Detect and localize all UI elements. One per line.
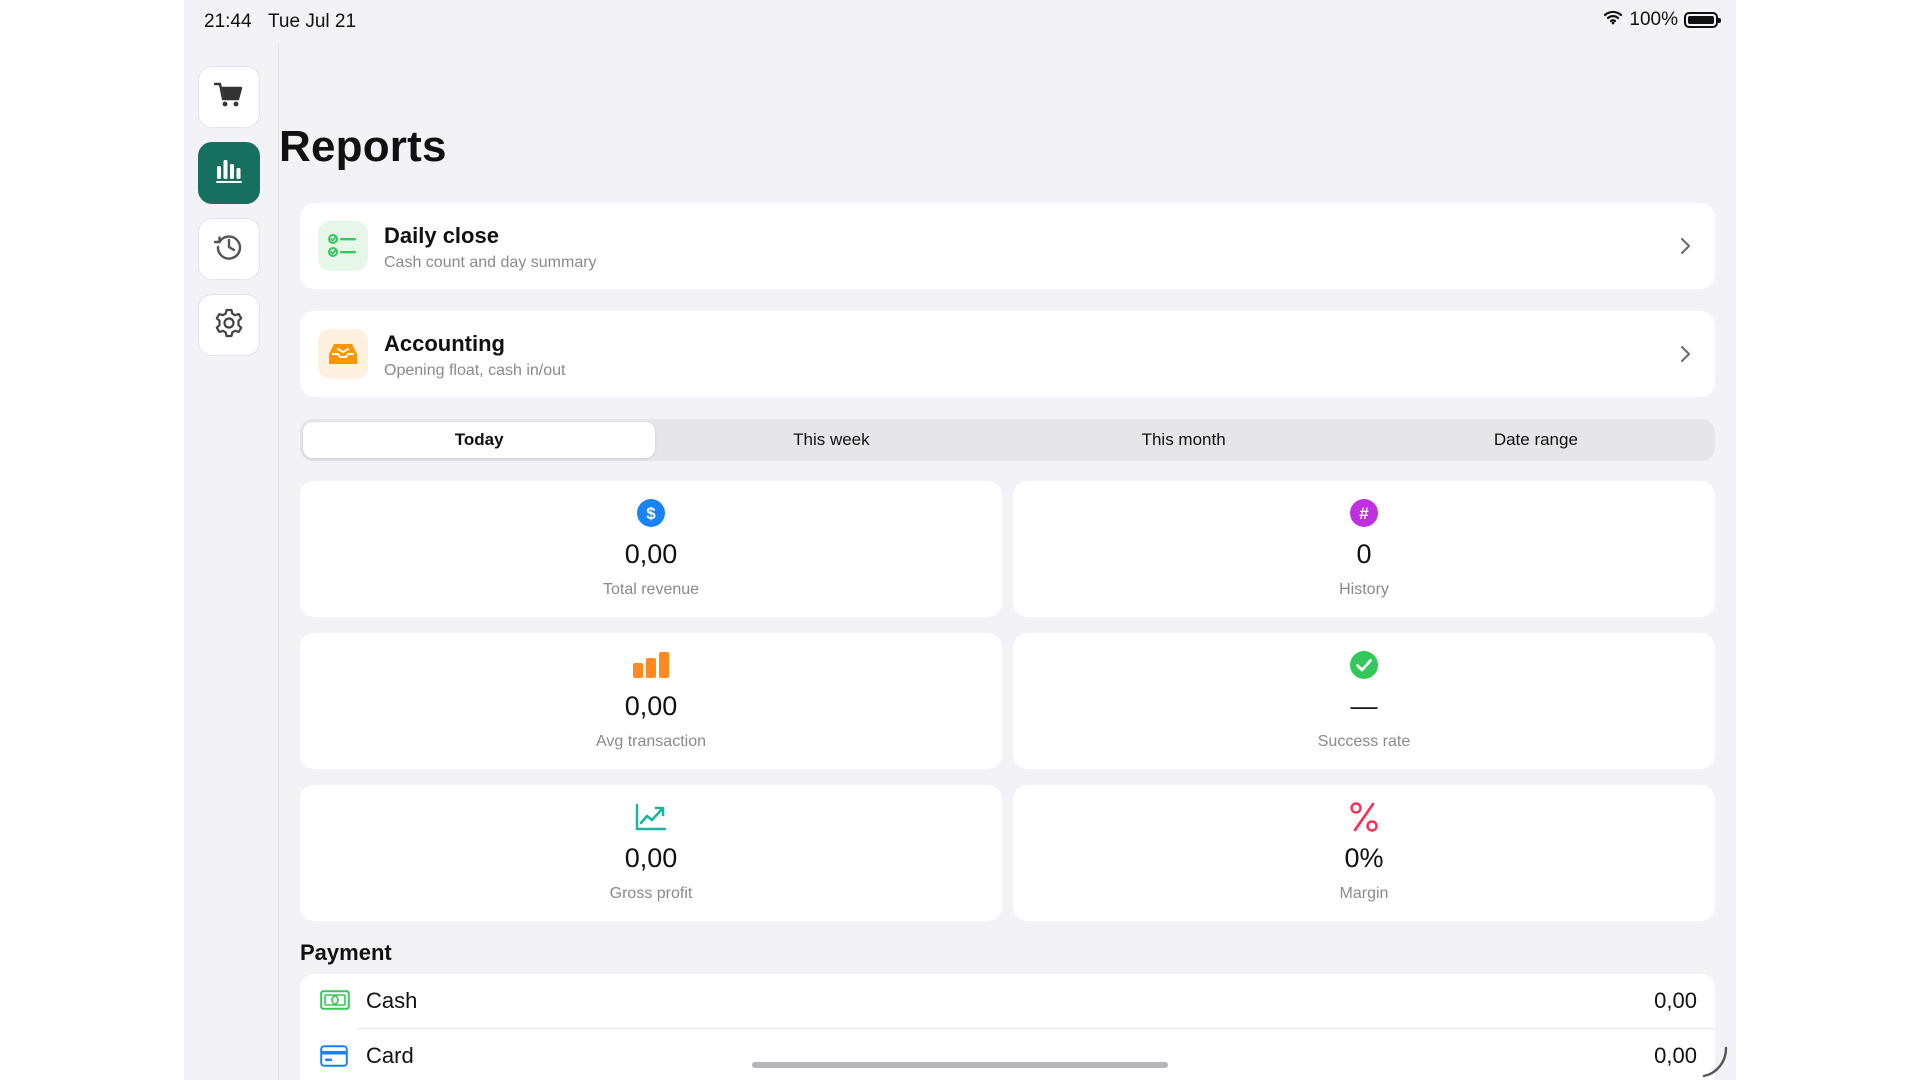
stat-value: 0% xyxy=(1344,843,1384,873)
main-content: Reports Daily close Cash count and day s… xyxy=(279,42,1736,1080)
history-icon xyxy=(213,231,245,268)
battery-percent: 100% xyxy=(1629,9,1678,30)
stat-label: History xyxy=(1339,581,1389,598)
sidebar xyxy=(184,42,278,1080)
tab-this-week[interactable]: This week xyxy=(793,430,870,449)
stat-value: — xyxy=(1350,691,1378,721)
tray-icon xyxy=(318,329,368,379)
daily-close-title: Daily close xyxy=(384,223,499,248)
stat-value: 0,00 xyxy=(624,843,678,873)
dollar-icon: $ xyxy=(636,498,666,533)
banknote-icon xyxy=(320,990,350,1015)
payment-value: 0,00 xyxy=(1654,988,1697,1013)
scroll-corner-arc xyxy=(1700,1040,1736,1080)
accounting-subtitle: Opening float, cash in/out xyxy=(384,362,566,379)
status-date: Tue Jul 21 xyxy=(268,11,357,32)
stat-margin: 0% Margin xyxy=(1013,785,1715,921)
stat-label: Avg transaction xyxy=(596,733,706,750)
page-title: Reports xyxy=(279,122,447,171)
sidebar-divider xyxy=(278,42,279,1080)
daily-close-card[interactable]: Daily close Cash count and day summary xyxy=(300,203,1715,289)
gear-icon xyxy=(213,307,245,344)
wifi-icon xyxy=(1603,9,1623,31)
payment-value: 0,00 xyxy=(1654,1043,1697,1068)
sidebar-item-reports[interactable] xyxy=(198,142,260,204)
sidebar-item-history[interactable] xyxy=(198,218,260,280)
payment-heading: Payment xyxy=(300,940,392,965)
stat-label: Total revenue xyxy=(602,581,700,598)
payment-row-cash[interactable]: Cash 0,00 xyxy=(300,974,1715,1029)
status-right: 100% xyxy=(1603,9,1721,31)
status-bar: 21:44 Tue Jul 21 100% xyxy=(184,0,1736,42)
battery-icon xyxy=(1684,12,1721,28)
cart-icon xyxy=(213,81,245,114)
accounting-title: Accounting xyxy=(384,331,505,356)
stat-avg-transaction: 0,00 Avg transaction xyxy=(300,633,1002,769)
check-circle-icon xyxy=(1349,650,1379,685)
chevron-right-icon xyxy=(1679,345,1691,368)
stat-value: 0,00 xyxy=(624,691,678,721)
stat-total-revenue: $ 0,00 Total revenue xyxy=(300,481,1002,617)
svg-text:$: $ xyxy=(646,504,656,523)
tab-this-month[interactable]: This month xyxy=(1141,430,1226,449)
sidebar-item-cart[interactable] xyxy=(198,66,260,128)
status-time: 21:44 xyxy=(204,11,252,32)
percent-icon xyxy=(1350,801,1378,837)
stat-label: Margin xyxy=(1339,885,1389,902)
stat-label: Success rate xyxy=(1317,733,1411,750)
chevron-right-icon xyxy=(1679,237,1691,260)
stat-value: 0 xyxy=(1356,539,1372,569)
daily-close-subtitle: Cash count and day summary xyxy=(384,254,597,271)
ipad-screen: 21:44 Tue Jul 21 100% xyxy=(184,0,1736,1080)
bar-chart-icon xyxy=(214,158,244,189)
row-divider xyxy=(358,1028,1715,1029)
payment-name: Cash xyxy=(366,988,418,1013)
checklist-icon xyxy=(318,221,368,271)
tab-date-range[interactable]: Date range xyxy=(1493,430,1578,449)
hash-icon: # xyxy=(1349,498,1379,533)
stat-success-rate: — Success rate xyxy=(1013,633,1715,769)
tab-today[interactable]: Today xyxy=(303,422,656,458)
payment-name: Card xyxy=(366,1043,414,1068)
stat-history: # 0 History xyxy=(1013,481,1715,617)
payment-row-card[interactable]: Card 0,00 xyxy=(300,1029,1715,1080)
trend-up-icon xyxy=(635,803,667,836)
period-segmented-control: Today This week This month Date range xyxy=(300,419,1715,461)
stat-value: 0,00 xyxy=(624,539,678,569)
stat-gross-profit: 0,00 Gross profit xyxy=(300,785,1002,921)
stat-label: Gross profit xyxy=(609,885,693,902)
home-indicator[interactable] xyxy=(752,1062,1168,1068)
accounting-card[interactable]: Accounting Opening float, cash in/out xyxy=(300,311,1715,397)
sidebar-item-settings[interactable] xyxy=(198,294,260,356)
svg-text:#: # xyxy=(1359,504,1369,523)
credit-card-icon xyxy=(320,1045,348,1072)
bars-icon xyxy=(632,651,670,684)
